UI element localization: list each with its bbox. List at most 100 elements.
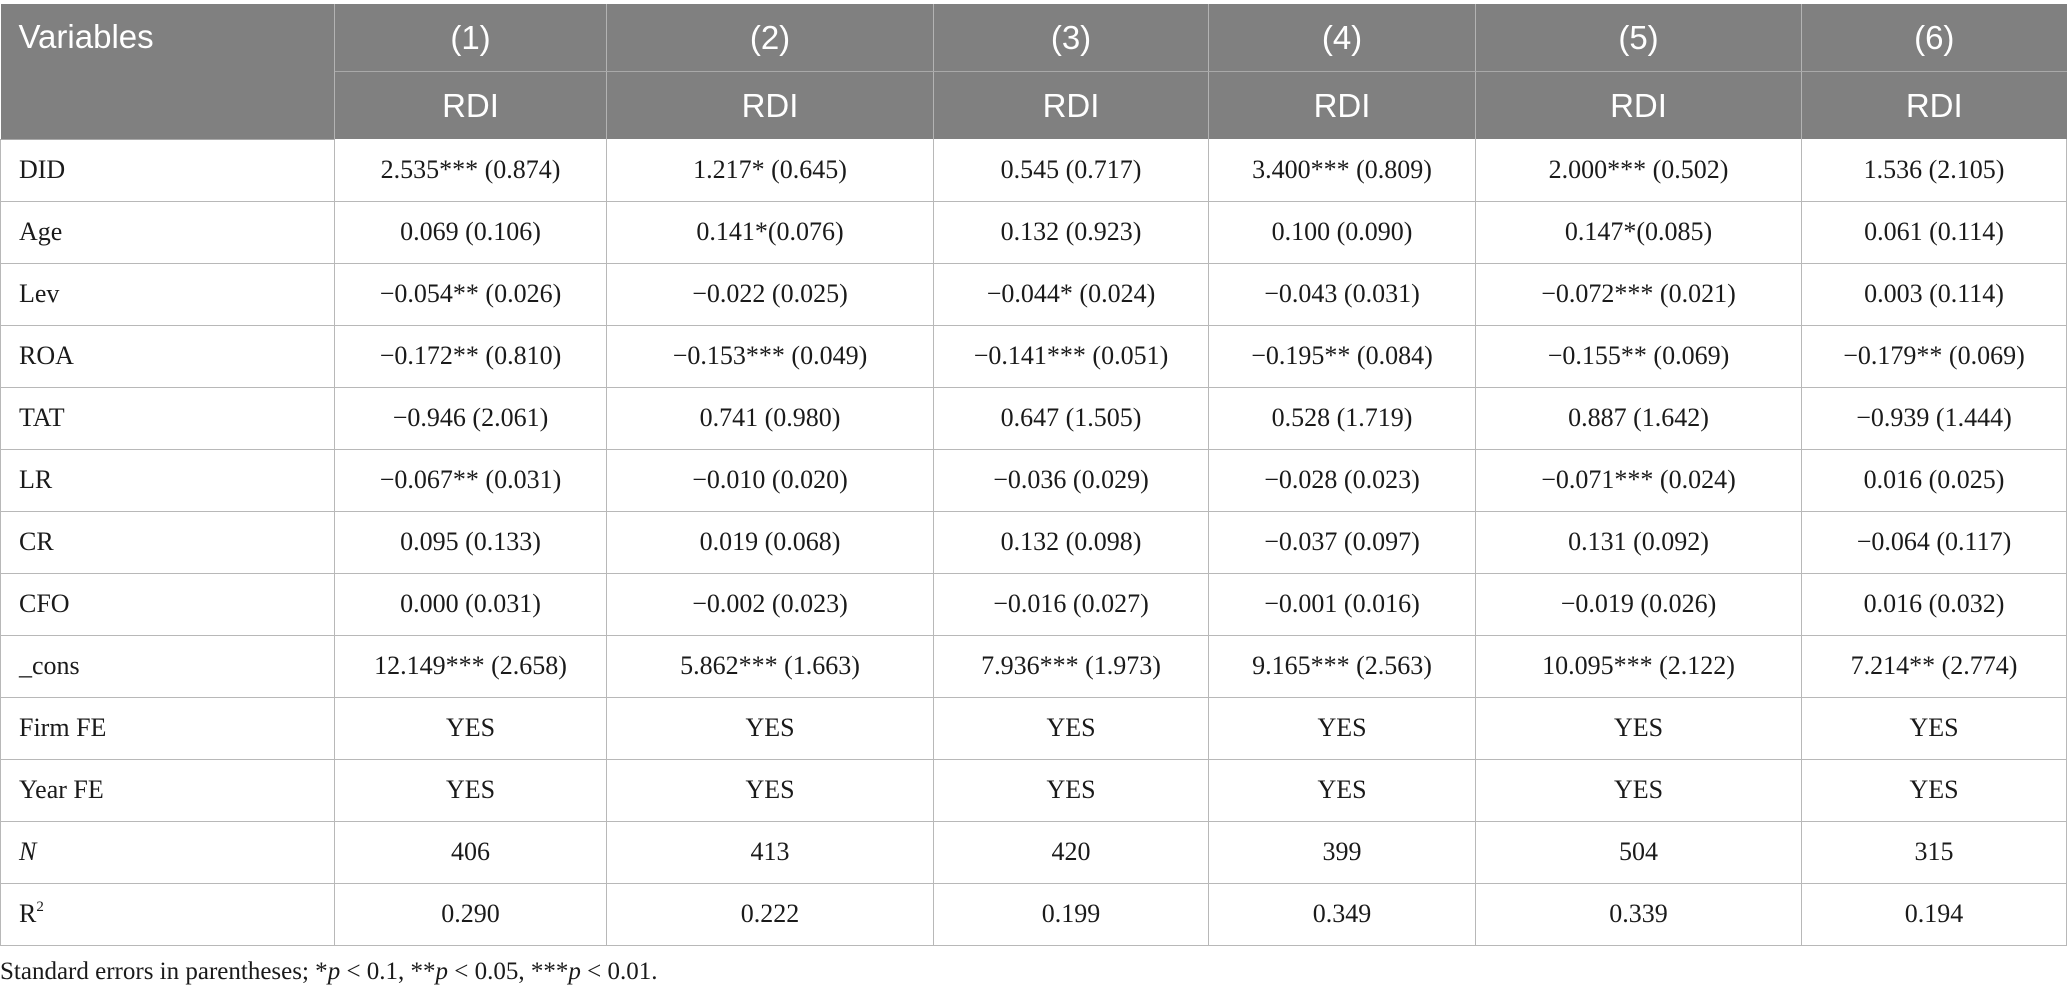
table-cell: 5.862*** (1.663): [606, 635, 934, 698]
table-cell: 12.149*** (2.658): [334, 635, 607, 698]
table-cell: 504: [1475, 821, 1802, 884]
table-cell: YES: [1208, 759, 1476, 822]
row-label-text: LR: [19, 465, 53, 494]
table-cell: 0.016 (0.032): [1801, 573, 2067, 636]
variables-header: Variables: [0, 4, 335, 140]
table-cell: 0.141*(0.076): [606, 201, 934, 264]
row-label: Year FE: [0, 759, 335, 822]
table-cell: −0.043 (0.031): [1208, 263, 1476, 326]
header-row-models: Variables (1) (2) (3) (4) (5) (6): [0, 4, 2067, 140]
table-cell: 0.132 (0.098): [933, 511, 1209, 574]
footnote-p-2: p: [435, 958, 449, 985]
row-label-text: CFO: [19, 589, 70, 618]
table-row: ROA −0.172** (0.810) −0.153*** (0.049) −0.1…: [0, 325, 2067, 388]
footnote-p-1: p: [327, 958, 341, 985]
table-cell: 0.194: [1801, 883, 2067, 946]
table-cell: −0.179** (0.069): [1801, 325, 2067, 388]
table-cell: −0.010 (0.020): [606, 449, 934, 512]
table-row: Firm FE YES YES YES YES YES YES: [0, 697, 2067, 760]
table-cell: −0.155** (0.069): [1475, 325, 1802, 388]
row-label: CR: [0, 511, 335, 574]
dependent-variable-3: RDI: [933, 71, 1209, 139]
table-cell: −0.067** (0.031): [334, 449, 607, 512]
table-cell: −0.172** (0.810): [334, 325, 607, 388]
table-cell: YES: [1475, 759, 1802, 822]
table-cell: 0.000 (0.031): [334, 573, 607, 636]
table-cell: 0.069 (0.106): [334, 201, 607, 264]
table-row: _cons 12.149*** (2.658) 5.862*** (1.663) 7.…: [0, 635, 2067, 698]
row-label-text: _cons: [19, 651, 80, 680]
row-label-text: DID: [19, 155, 66, 184]
table-cell: 0.003 (0.114): [1801, 263, 2067, 326]
column-header-5: (5): [1475, 4, 1802, 72]
table-cell: YES: [606, 697, 934, 760]
table-cell: 399: [1208, 821, 1476, 884]
table-cell: 10.095*** (2.122): [1475, 635, 1802, 698]
table-cell: 0.095 (0.133): [334, 511, 607, 574]
table-cell: 0.545 (0.717): [933, 139, 1209, 202]
column-header-1: (1): [334, 4, 607, 72]
regression-table: Variables (1) (2) (3) (4) (5) (6) RDI RD…: [0, 4, 2067, 946]
table-cell: 3.400*** (0.809): [1208, 139, 1476, 202]
table-row: Year FE YES YES YES YES YES YES: [0, 759, 2067, 822]
footnote-p-3: p: [568, 958, 581, 985]
dependent-variable-6: RDI: [1801, 71, 2067, 139]
table-cell: −0.054** (0.026): [334, 263, 607, 326]
table-row: N 406 413 420 399 504 315: [0, 821, 2067, 884]
table-cell: YES: [334, 759, 607, 822]
table-cell: −0.002 (0.023): [606, 573, 934, 636]
table-cell: 0.132 (0.923): [933, 201, 1209, 264]
footnote-threshold-3: < 0.01.: [580, 958, 658, 985]
row-label: N: [0, 821, 335, 884]
dependent-variable-4: RDI: [1208, 71, 1476, 139]
header-row-dependent: RDI RDI RDI RDI RDI RDI: [1, 71, 2067, 139]
dependent-variable-5: RDI: [1475, 71, 1802, 139]
dependent-variable-2: RDI: [606, 71, 934, 139]
footnote-threshold-2: < 0.05, ***: [448, 958, 569, 985]
row-label-text: N: [19, 837, 37, 866]
row-label: LR: [0, 449, 335, 512]
table-cell: 9.165*** (2.563): [1208, 635, 1476, 698]
table-footnote: Standard errors in parentheses; *p < 0.1…: [0, 958, 658, 986]
table-cell: 0.061 (0.114): [1801, 201, 2067, 264]
table-cell: 1.217* (0.645): [606, 139, 934, 202]
table-cell: YES: [606, 759, 934, 822]
row-label-text: R: [19, 899, 37, 928]
column-header-4: (4): [1208, 4, 1476, 72]
table-cell: 0.147*(0.085): [1475, 201, 1802, 264]
table-cell: 0.887 (1.642): [1475, 387, 1802, 450]
row-label-text: Firm FE: [19, 713, 107, 742]
row-label: DID: [0, 139, 335, 202]
row-label-text: Year FE: [19, 775, 104, 804]
table-cell: −0.028 (0.023): [1208, 449, 1476, 512]
table-cell: −0.037 (0.097): [1208, 511, 1476, 574]
table-cell: 406: [334, 821, 607, 884]
table-cell: −0.022 (0.025): [606, 263, 934, 326]
table-row: Lev −0.054** (0.026) −0.022 (0.025) −0.044*…: [0, 263, 2067, 326]
table-cell: YES: [1475, 697, 1802, 760]
table-cell: 420: [933, 821, 1209, 884]
table-cell: 0.131 (0.092): [1475, 511, 1802, 574]
column-header-6: (6): [1801, 4, 2067, 72]
table-cell: 2.535*** (0.874): [334, 139, 607, 202]
table-cell: 1.536 (2.105): [1801, 139, 2067, 202]
table-cell: 0.199: [933, 883, 1209, 946]
table-row: R2 0.290 0.222 0.199 0.349 0.339 0.194: [0, 883, 2067, 946]
row-label: R2: [0, 883, 335, 946]
table-row: LR −0.067** (0.031) −0.010 (0.020) −0.036 (…: [0, 449, 2067, 512]
row-label: CFO: [0, 573, 335, 636]
table-cell: 7.214** (2.774): [1801, 635, 2067, 698]
dependent-variable-1: RDI: [334, 71, 607, 139]
table-cell: 0.019 (0.068): [606, 511, 934, 574]
table-cell: −0.195** (0.084): [1208, 325, 1476, 388]
table-cell: 0.100 (0.090): [1208, 201, 1476, 264]
table-cell: 7.936*** (1.973): [933, 635, 1209, 698]
row-label: Age: [0, 201, 335, 264]
table-row: DID 2.535*** (0.874) 1.217* (0.645) 0.545 (…: [0, 139, 2067, 202]
table-cell: −0.064 (0.117): [1801, 511, 2067, 574]
table-cell: 0.647 (1.505): [933, 387, 1209, 450]
column-header-3: (3): [933, 4, 1209, 72]
table-cell: −0.946 (2.061): [334, 387, 607, 450]
row-label: ROA: [0, 325, 335, 388]
row-label-text: Lev: [19, 279, 60, 308]
